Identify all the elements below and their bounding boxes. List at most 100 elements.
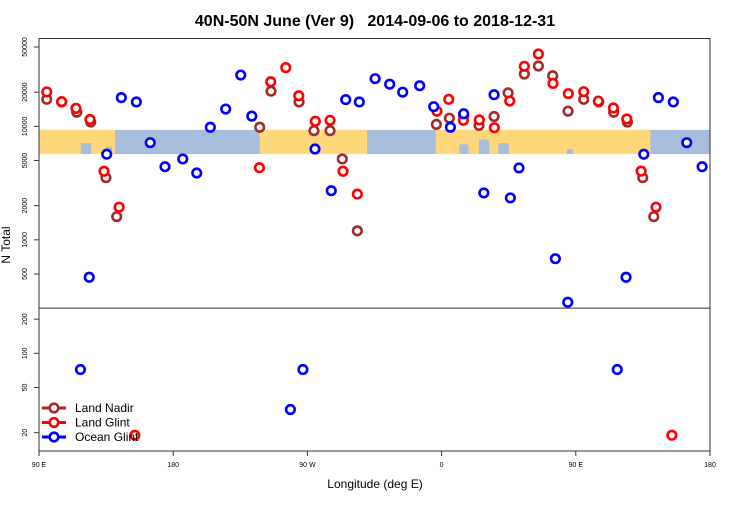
map-water-patch [566, 149, 573, 155]
point-land-nadir [111, 211, 123, 223]
y-tick-label: 100 [22, 347, 29, 359]
point-ocean-glint [488, 89, 500, 101]
point-land-glint [70, 102, 82, 114]
point-ocean-glint [428, 101, 440, 113]
point-land-nadir [308, 125, 320, 137]
legend-label-land-nadir: Land Nadir [75, 401, 134, 415]
point-land-glint [253, 162, 265, 174]
point-ocean-glint [83, 271, 95, 283]
x-tick-label: 90 E [569, 462, 584, 469]
plot-frame [38, 38, 711, 452]
point-land-glint [41, 86, 53, 98]
point-land-glint [309, 115, 321, 127]
point-ocean-glint [235, 69, 247, 81]
point-land-glint [324, 114, 336, 126]
point-land-glint [280, 62, 292, 74]
y-tick-label: 50000 [22, 37, 29, 57]
point-ocean-glint [696, 161, 708, 173]
point-ocean-glint [397, 86, 409, 98]
map-water-patch [478, 139, 490, 155]
point-land-glint [351, 188, 363, 200]
point-ocean-glint [384, 78, 396, 90]
x-tick-label: 0 [440, 462, 444, 469]
data-points [41, 48, 708, 441]
point-land-nadir [532, 60, 544, 72]
point-land-glint [293, 90, 305, 102]
map-band [39, 129, 710, 155]
point-land-nadir [324, 125, 336, 137]
y-tick-label: 50 [22, 384, 29, 392]
point-land-glint [443, 93, 455, 105]
x-axis: 90 E 180 90 W 0 90 E 180 [32, 451, 716, 469]
map-water-patch [459, 144, 469, 155]
point-ocean-glint [115, 92, 127, 104]
point-land-glint [337, 165, 349, 177]
x-axis-label: Longitude (deg E) [327, 477, 422, 491]
point-ocean-glint [562, 296, 574, 308]
point-land-nadir [562, 105, 574, 117]
point-ocean-glint [667, 96, 679, 108]
y-tick-label: 1000 [22, 232, 29, 248]
point-land-glint [578, 86, 590, 98]
point-ocean-glint [513, 162, 525, 174]
point-ocean-glint [638, 148, 650, 160]
point-land-glint [592, 95, 604, 107]
map-land [39, 129, 116, 155]
point-land-glint [666, 429, 678, 441]
point-ocean-glint [309, 143, 321, 155]
x-tick-label: 180 [704, 462, 716, 469]
point-ocean-glint [144, 137, 156, 149]
y-tick-label: 20000 [22, 82, 29, 102]
point-land-nadir [443, 112, 455, 124]
point-land-nadir [488, 110, 500, 123]
x-tick-label: 90 E [32, 462, 47, 469]
point-ocean-glint [353, 96, 365, 108]
point-ocean-glint [611, 363, 623, 376]
point-land-nadir [254, 121, 266, 133]
point-land-glint [650, 201, 662, 213]
point-ocean-glint [478, 187, 490, 199]
point-ocean-glint [652, 92, 665, 104]
point-land-glint [518, 60, 530, 72]
point-ocean-glint [325, 185, 337, 197]
x-tick-label: 90 W [299, 462, 316, 469]
point-ocean-glint [191, 167, 203, 179]
point-land-glint [488, 122, 500, 134]
point-ocean-glint [681, 137, 693, 149]
map-land [435, 129, 651, 155]
point-ocean-glint [458, 108, 470, 120]
point-land-glint [621, 113, 633, 125]
legend-marker-land-nadir [48, 402, 60, 414]
legend-label-land-glint: Land Glint [75, 416, 130, 430]
y-tick-label: 5000 [22, 153, 29, 169]
legend-marker-ocean-glint [48, 431, 60, 443]
map-water-patch [498, 143, 509, 155]
y-tick-label: 200 [22, 313, 29, 325]
point-ocean-glint [369, 73, 381, 85]
point-ocean-glint [204, 121, 216, 133]
point-ocean-glint [297, 363, 309, 376]
point-ocean-glint [340, 94, 352, 106]
point-ocean-glint [220, 103, 232, 115]
point-land-nadir [430, 118, 442, 130]
point-land-glint [265, 76, 277, 88]
point-ocean-glint [177, 153, 189, 165]
point-land-glint [562, 88, 574, 100]
point-land-glint [504, 95, 516, 107]
y-tick-label: 500 [22, 268, 29, 280]
point-ocean-glint [130, 96, 142, 108]
chart-title: 40N-50N June (Ver 9) 2014-09-06 to 2018-… [195, 13, 555, 30]
point-land-nadir [265, 85, 277, 97]
x-tick-label: 180 [167, 462, 179, 469]
point-land-glint [84, 113, 96, 126]
y-tick-label: 20 [22, 429, 29, 437]
point-land-glint [532, 48, 544, 60]
point-ocean-glint [74, 363, 87, 376]
y-axis-label: N Total [0, 226, 13, 263]
point-ocean-glint [504, 192, 516, 204]
point-ocean-glint [549, 253, 561, 265]
point-land-glint [635, 165, 647, 177]
point-land-glint [113, 201, 125, 213]
